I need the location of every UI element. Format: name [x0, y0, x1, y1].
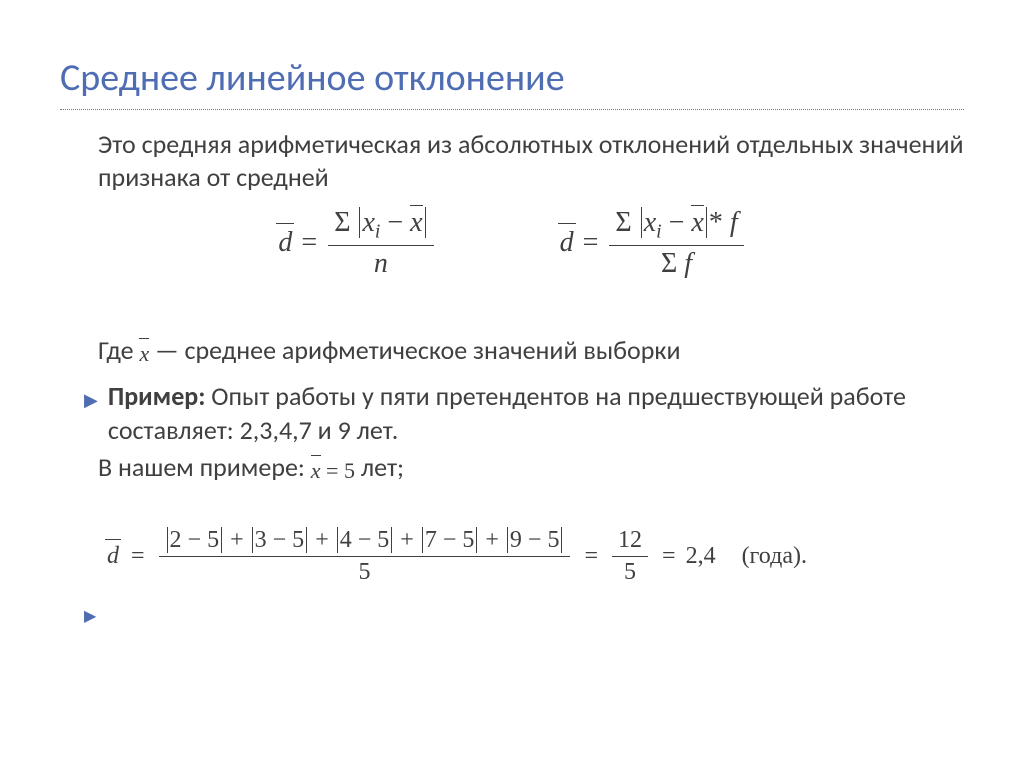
denominator-n: n — [328, 246, 433, 280]
calc-term-2: 3 − 5 — [252, 527, 308, 553]
definition-text: Это средняя арифметическая из абсолютных… — [98, 128, 964, 195]
formula-row: d = Σ xi − x n d = Σ xi − x* f Σ f — [60, 207, 964, 281]
in-example-post: лет; — [361, 451, 404, 483]
example-line: ▶ Пример: Опыт работы у пяти претенденто… — [84, 380, 964, 447]
calc-term-4: 7 − 5 — [422, 527, 478, 553]
example-label: Пример: — [108, 380, 206, 412]
sum-symbol: Σ — [334, 207, 350, 238]
bullet-icon: ▶ — [84, 389, 98, 411]
trailing-bullet-icon: ▶ — [84, 606, 964, 626]
in-example-line: В нашем примере: x = 5 лет; — [98, 451, 964, 485]
slide-container: Среднее линейное отклонение Это средняя … — [0, 0, 1024, 767]
calc-unit: (года). — [742, 543, 807, 570]
calc-denominator: 5 — [159, 557, 571, 586]
fraction-2: Σ xi − x* f Σ f — [609, 207, 743, 281]
calc-term-5: 9 − 5 — [507, 527, 563, 553]
dbar-calc: d — [105, 543, 121, 570]
in-example-pre: В нашем примере: — [98, 451, 311, 483]
title-underline — [60, 109, 964, 110]
xbar-inline-2: x — [311, 457, 321, 485]
where-text: Где x — среднее арифметическое значений … — [98, 334, 964, 368]
slide-title: Среднее линейное отклонение — [60, 55, 964, 101]
calc-fraction-step2: 12 5 — [612, 527, 648, 586]
calc-fraction-main: 2 − 5 + 3 − 5 + 4 − 5 + 7 − 5 + 9 − 5 5 — [159, 527, 571, 586]
example-text: Опыт работы у пяти претендентов на предш… — [108, 380, 906, 445]
denominator-sum-f: Σ f — [609, 246, 743, 280]
where-post: — среднее арифметическое значений выборк… — [155, 334, 680, 366]
fraction-1: Σ xi − x n — [328, 207, 433, 281]
dbar-symbol-2: d — [558, 227, 576, 259]
calc-step2-den: 5 — [612, 557, 648, 586]
calculation-block: d = 2 − 5 + 3 − 5 + 4 − 5 + 7 − 5 + 9 − … — [105, 527, 964, 586]
calc-step2-num: 12 — [612, 527, 648, 557]
where-pre: Где — [98, 334, 139, 366]
dbar-symbol: d — [276, 227, 294, 259]
xbar-inline-icon: x — [139, 340, 149, 368]
calc-term-1: 2 − 5 — [167, 527, 223, 553]
sum-symbol-2: Σ — [615, 207, 631, 238]
calc-result: 2,4 — [686, 543, 716, 570]
calc-term-3: 4 − 5 — [337, 527, 393, 553]
formula-weighted: d = Σ xi − x* f Σ f — [558, 207, 748, 281]
formula-simple: d = Σ xi − x n — [276, 207, 437, 281]
